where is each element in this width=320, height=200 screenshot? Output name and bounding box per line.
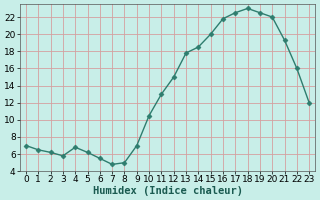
X-axis label: Humidex (Indice chaleur): Humidex (Indice chaleur) — [92, 186, 243, 196]
